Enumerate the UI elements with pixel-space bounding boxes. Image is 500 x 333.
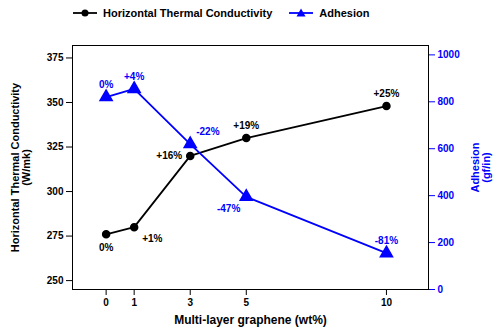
svg-text:400: 400 [438,190,455,201]
svg-text:3: 3 [187,297,193,308]
html-text:Horizontal Thermal Conductivit: Horizontal Thermal Conductivity [103,6,273,19]
svg-text:-81%: -81% [375,235,398,246]
svg-text:-47%: -47% [217,203,240,214]
svg-text:Horizontal Thermal Conductivit: Horizontal Thermal Conductivity(W/mk) [9,82,32,252]
svg-text:+25%: +25% [374,88,400,99]
svg-text:1: 1 [131,297,137,308]
svg-text:0%: 0% [99,242,114,253]
svg-text:0: 0 [103,297,109,308]
svg-text:350: 350 [47,97,64,108]
svg-text:Adhesion(gf/in): Adhesion(gf/in) [469,142,492,192]
svg-text:200: 200 [438,237,455,248]
svg-text:+4%: +4% [124,71,144,82]
svg-text:1000: 1000 [438,49,461,60]
svg-text:375: 375 [47,52,64,63]
svg-text:0%: 0% [99,79,114,90]
svg-text:Multi-layer graphene (wt%): Multi-layer graphene (wt%) [174,313,327,327]
svg-text:10: 10 [381,297,393,308]
svg-text:275: 275 [47,230,64,241]
svg-text:+19%: +19% [233,120,259,131]
svg-text:325: 325 [47,141,64,152]
html-text:Adhesion: Adhesion [319,6,370,19]
svg-text:300: 300 [47,186,64,197]
svg-text:-22%: -22% [196,126,219,137]
svg-text:0: 0 [438,284,444,295]
svg-text:600: 600 [438,143,455,154]
svg-text:5: 5 [244,297,250,308]
svg-text:800: 800 [438,96,455,107]
svg-text:+16%: +16% [156,150,182,161]
svg-text:+1%: +1% [142,233,162,244]
svg-text:250: 250 [47,275,64,286]
